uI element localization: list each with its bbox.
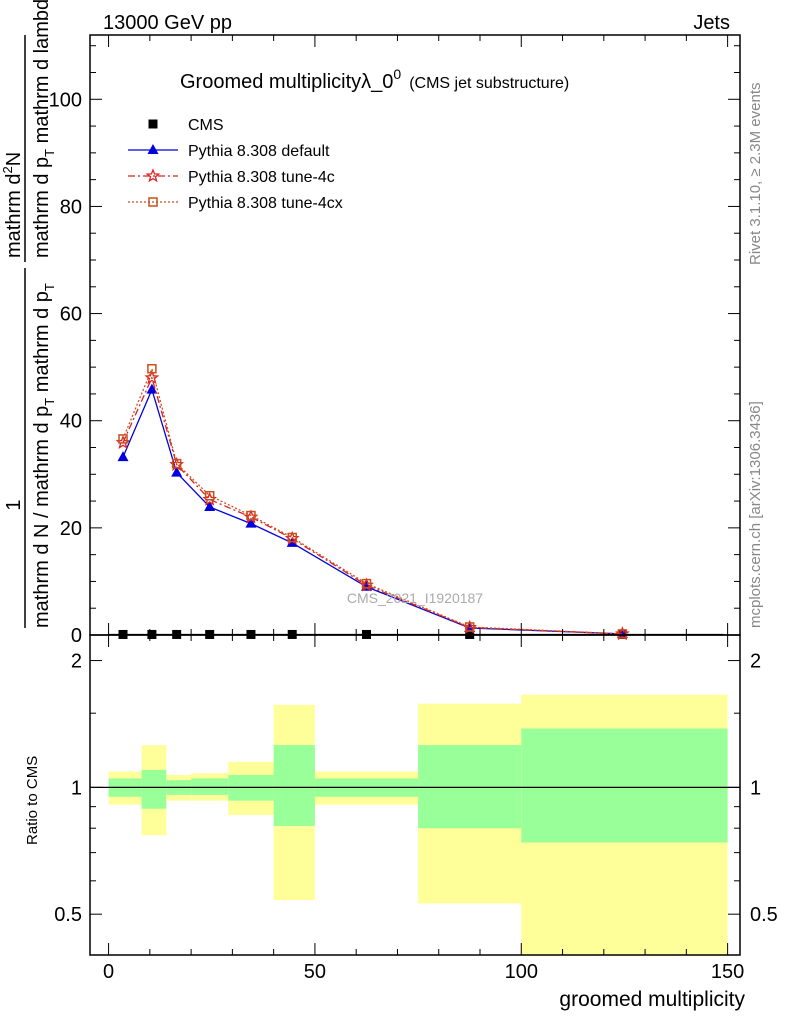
y-label-lower-denominator: mathrm d N / mathrm d pT mathrm d pT: [31, 283, 57, 628]
y-label-upper-sup: 2: [0, 166, 15, 173]
series-point: [171, 466, 183, 477]
ratio-y-tick-label: 1: [71, 777, 82, 799]
series-point: [245, 517, 257, 528]
series-point: [204, 490, 215, 501]
ratio-inner-band: [418, 745, 522, 829]
series-point: [246, 510, 256, 521]
ratio-panel: 0.5 0.5 1 1 2 2 0 50 100 150 Ratio to CMS groome…: [24, 634, 778, 1011]
y-label-upper-den2: mathrm d lambda: [31, 0, 53, 149]
legend-marker-cms: [148, 119, 158, 129]
y-label-upper-denominator: mathrm d pT mathrm d lambda: [31, 0, 57, 258]
series-point: [147, 364, 157, 374]
ratio-x-axis: 0 50 100 150: [103, 635, 744, 983]
y-label-upper-num: mathrm d: [3, 174, 25, 258]
series-point: [361, 578, 372, 589]
x-tick-label: 0: [103, 961, 114, 983]
ratio-inner-band: [521, 728, 728, 843]
y-label-lower-den2-sub: T: [42, 283, 57, 291]
y-label-lower-numerator: 1: [3, 499, 25, 510]
y-tick-label: 100: [49, 89, 82, 111]
legend-label: CMS: [188, 117, 224, 134]
plot-title-sup: 0: [393, 66, 401, 82]
rivet-version-label: Rivet 3.1.10, ≥ 2.3M events: [747, 83, 764, 266]
ratio-y-axis: 0.5 0.5 1 1 2 2: [54, 651, 778, 956]
series-point: [117, 451, 129, 462]
legend-marker: [148, 197, 158, 207]
legend-label: Pythia 8.308 tune-4c: [188, 169, 335, 186]
y-label-upper-den: mathrm d p: [31, 157, 53, 258]
legend-label: Pythia 8.308 tune-4cx: [188, 195, 343, 212]
ratio-y-tick-label: 2: [71, 651, 82, 673]
series-point: [146, 383, 158, 394]
series-point: [144, 370, 160, 385]
main-y-label: mathrm d2N mathrm d pT mathrm d lambda 1…: [0, 0, 57, 628]
ratio-y-tick-label-right: 2: [750, 651, 761, 673]
y-tick-label: 80: [60, 196, 82, 218]
header-jets: Jets: [693, 12, 730, 34]
x-tick-label: 50: [304, 961, 326, 983]
series-line: [122, 376, 623, 635]
legend-label: Pythia 8.308 default: [188, 143, 330, 160]
legend-marker: [145, 168, 161, 183]
ratio-y-label: Ratio to CMS: [24, 756, 41, 845]
ratio-y-tick-label-right: 0.5: [750, 904, 778, 926]
legend-marker: [147, 144, 159, 154]
y-tick-label: 0: [71, 625, 82, 647]
series-point: [118, 434, 128, 444]
series-line: [122, 366, 623, 635]
mcplots-label: mcplots.cern.ch [arXiv:1306.3436]: [747, 401, 764, 628]
y-label-lower-den-sub: T: [42, 398, 57, 406]
y-label-lower-den2: mathrm d p: [31, 291, 53, 398]
main-y-axis: 0 20 40 60 80 100: [49, 35, 740, 647]
y-label-upper-num2: N: [3, 152, 25, 166]
watermark: CMS_2021_I1920187: [347, 590, 483, 606]
x-tick-label: 100: [505, 961, 538, 983]
y-label-upper-numerator: mathrm d2N: [0, 152, 25, 258]
y-tick-label: 60: [60, 304, 82, 326]
x-axis-label: groomed multiplicity: [559, 988, 745, 1011]
y-label-lower-den: mathrm d N / mathrm d p: [31, 406, 53, 628]
series-point: [464, 622, 475, 632]
ratio-y-tick-label: 0.5: [54, 904, 82, 926]
y-tick-label: 40: [60, 411, 82, 433]
header-energy: 13000 GeV pp: [103, 12, 232, 34]
series-point: [204, 500, 216, 511]
ratio-bands: [108, 694, 728, 955]
ratio-inner-band: [273, 745, 315, 826]
plot-title: Groomed multiplicityλ_00 (CMS jet substru…: [180, 66, 569, 93]
y-tick-label: 20: [60, 518, 82, 540]
y-label-upper-den-sub: T: [42, 149, 57, 157]
ratio-inner-band: [191, 778, 229, 795]
plot-title-note: (CMS jet substructure): [409, 75, 569, 92]
ratio-y-tick-label-right: 1: [750, 777, 761, 799]
series-point: [287, 532, 297, 543]
ratio-inner-band: [141, 769, 167, 809]
ratio-frame: [89, 634, 741, 956]
series-point: [171, 458, 182, 469]
x-tick-label: 150: [711, 961, 744, 983]
legend: CMS Pythia 8.308 default Pythia 8.308 tune…: [128, 117, 343, 212]
series-point: [617, 629, 628, 639]
plot-title-main: Groomed multiplicityλ_0: [180, 71, 393, 93]
